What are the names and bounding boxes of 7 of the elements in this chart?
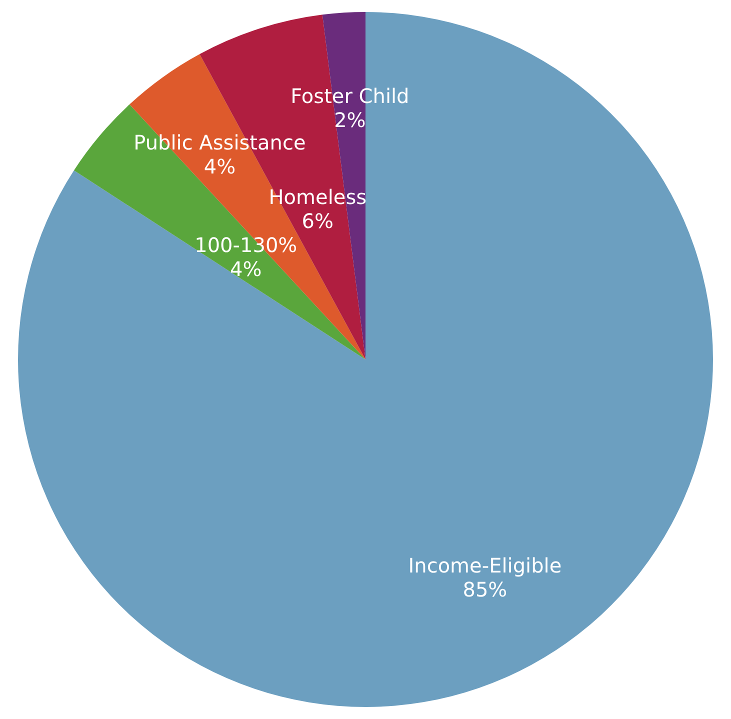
data-label: 4%	[230, 256, 262, 281]
data-label: 2%	[334, 108, 366, 132]
data-label: 85%	[462, 578, 508, 602]
data-label: 6%	[302, 208, 334, 233]
data-label: 4%	[204, 154, 236, 178]
slice-label: Income-Eligible	[408, 554, 562, 578]
slice-label: Homeless	[268, 184, 367, 209]
